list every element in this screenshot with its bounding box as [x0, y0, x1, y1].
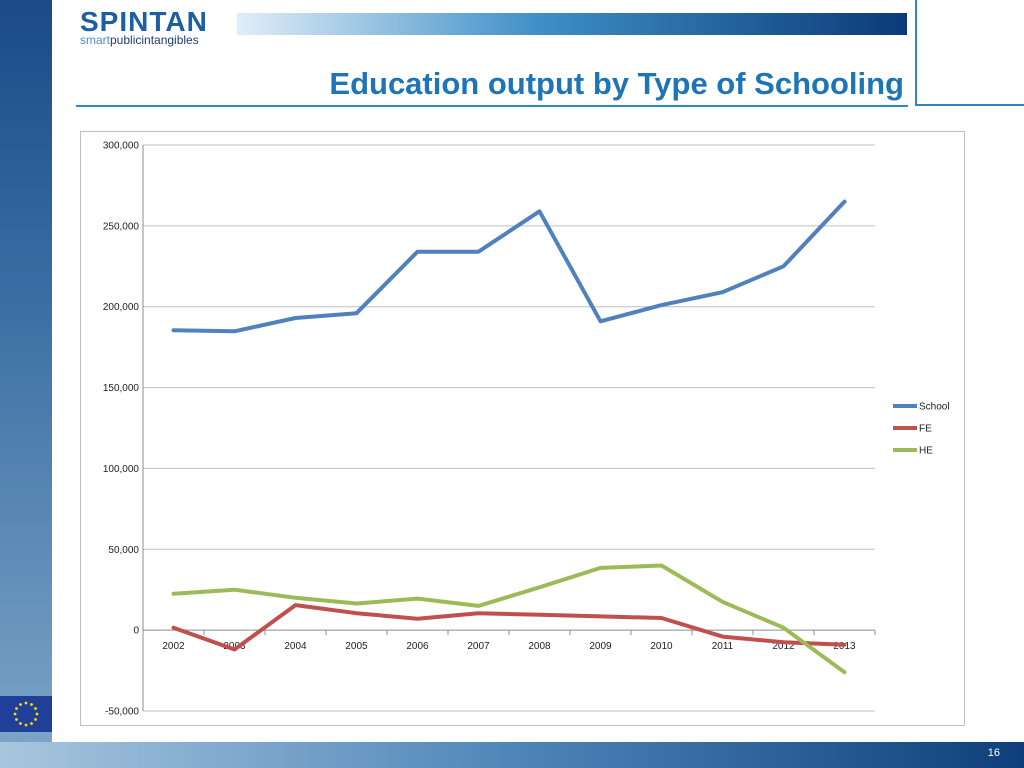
y-tick-label: 0: [133, 626, 139, 637]
x-tick-label: 2008: [528, 641, 551, 652]
series-line-school: [171, 199, 847, 334]
x-tick-label: 2010: [650, 641, 673, 652]
logo-wordmark: SPINTAN: [80, 6, 208, 37]
corner-line-vertical: [915, 0, 917, 104]
x-tick-label: 2006: [406, 641, 429, 652]
x-tick-label: 2002: [162, 641, 185, 652]
y-tick-label: -50,000: [105, 707, 139, 718]
logo-tagline-smart: smart: [80, 33, 110, 47]
chart-svg: -50,000 0 50,000 100,000 150,000 200,000 250,0…: [103, 141, 950, 718]
x-tick-label: 2011: [712, 641, 734, 652]
series-line-he: [171, 563, 847, 675]
x-tick-label: 2003: [223, 641, 246, 652]
logo-tagline-rest: publicintangibles: [110, 33, 199, 47]
x-tick-label: 2012: [772, 641, 795, 652]
page-number: 16: [987, 747, 1000, 759]
y-tick-label: 250,000: [103, 221, 140, 232]
eu-flag-icon: [0, 696, 52, 732]
title-underline: [76, 105, 908, 107]
logo-tagline: smartpublicintangibles: [80, 34, 208, 46]
y-tick-label: 50,000: [108, 545, 139, 556]
corner-line-horizontal: [915, 104, 1024, 106]
y-tick-label: 200,000: [103, 302, 140, 313]
x-tick-label: 2009: [589, 641, 612, 652]
y-tick-label: 150,000: [103, 383, 140, 394]
header-gradient-strip: [237, 13, 907, 35]
series-line-fe: [171, 603, 847, 652]
x-tick-label: 2007: [467, 641, 490, 652]
spintan-logo: SPINTAN smartpublicintangibles: [80, 6, 208, 47]
legend-label-fe: FE: [919, 424, 932, 435]
left-decorative-bar: [0, 0, 52, 742]
x-tick-label: 2005: [345, 641, 368, 652]
x-tick-label: 2004: [284, 641, 307, 652]
y-tick-label: 300,000: [103, 141, 140, 152]
legend-label-school: School: [919, 402, 950, 413]
page-title: Education output by Type of Schooling: [329, 66, 904, 101]
bottom-decorative-bar: 16: [0, 742, 1024, 768]
line-chart: -50,000 0 50,000 100,000 150,000 200,000 250,0…: [80, 131, 965, 726]
y-tick-label: 100,000: [103, 464, 140, 475]
legend-label-he: HE: [919, 446, 933, 457]
